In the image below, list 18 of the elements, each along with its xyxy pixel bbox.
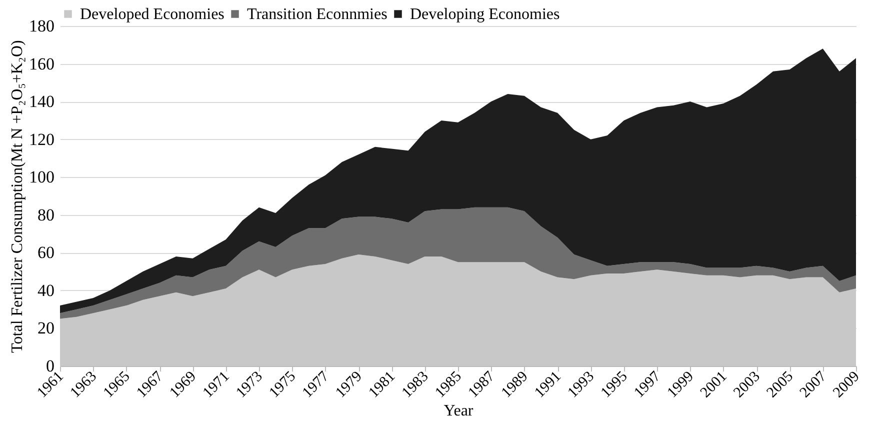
- y-axis-title: Total Fertilizer Consumption(Mt N +P₂O₅+K₂O): [9, 40, 26, 353]
- y-tick-label: 120: [29, 130, 54, 149]
- y-tick-label: 20: [38, 318, 54, 338]
- y-tick-label: 160: [29, 54, 54, 74]
- y-tick-label: 0: [46, 356, 54, 376]
- x-tick-label: 1991: [532, 368, 564, 402]
- legend-label: Developed Economies: [80, 6, 224, 23]
- y-tick-label: 40: [38, 280, 54, 300]
- x-axis-title: Year: [444, 402, 474, 420]
- x-tick-label: 1981: [366, 368, 399, 402]
- x-tick-label: 1971: [200, 368, 233, 402]
- y-tick-label: 60: [38, 243, 54, 262]
- y-tick-label: 180: [29, 16, 54, 36]
- y-tick-label: 80: [38, 205, 54, 224]
- y-tick-label: 140: [29, 92, 54, 112]
- legend-label: Developing Economies: [410, 6, 560, 23]
- legend-label: Transition Econnmies: [247, 6, 388, 23]
- y-tick-label: 100: [29, 168, 54, 187]
